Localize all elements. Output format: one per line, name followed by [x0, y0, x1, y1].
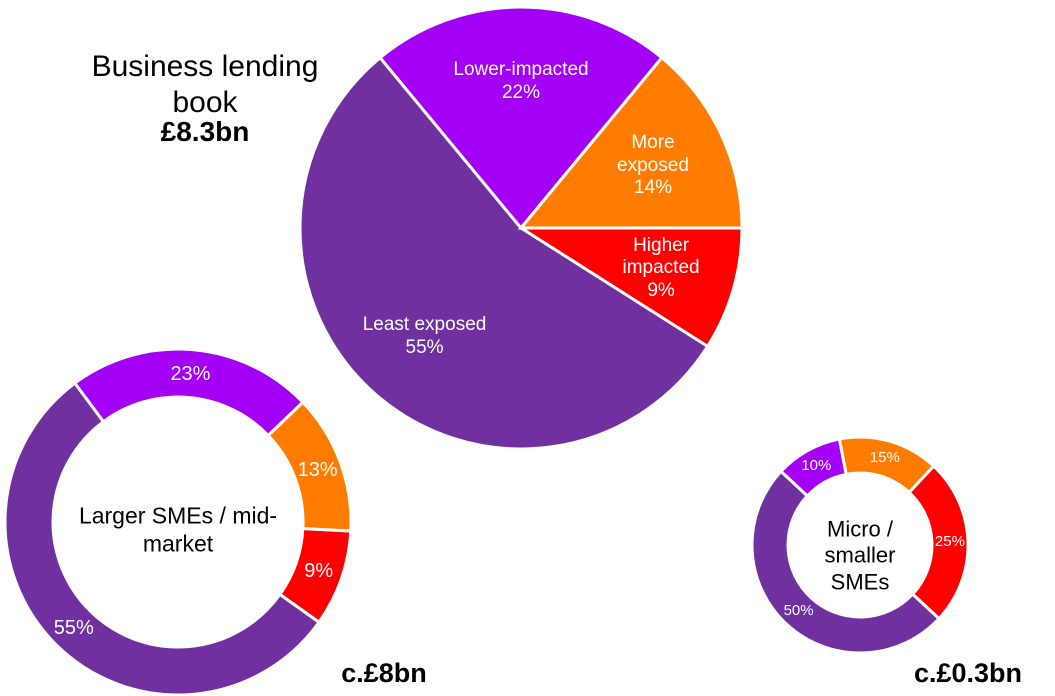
slice-label: More exposed 14%: [608, 132, 698, 200]
slice: [3, 381, 322, 696]
slice: [837, 435, 936, 495]
value-label: 55%: [53, 617, 94, 640]
total-label: £8.3bn: [160, 116, 250, 148]
total-label: c.£8bn: [341, 657, 427, 688]
value-label: 14%: [633, 177, 672, 199]
value-label: 13%: [297, 459, 338, 482]
slice-label: Higher impacted 9%: [616, 234, 706, 302]
category-label: Higher impacted: [622, 234, 700, 279]
slice: [266, 400, 353, 533]
value-label: 15%: [869, 449, 900, 467]
category-label: More exposed: [617, 131, 689, 176]
slice: [515, 226, 744, 349]
value-label: 55%: [405, 337, 444, 359]
value-label: 9%: [304, 560, 334, 582]
chart-title: Business lending book: [91, 50, 319, 119]
value-label: 10%: [801, 457, 832, 475]
value-label: 25%: [934, 532, 965, 550]
value-label: 23%: [170, 362, 211, 385]
category-label: Least exposed: [362, 314, 487, 336]
value-label: 50%: [783, 601, 814, 619]
value-label: 9%: [647, 280, 675, 302]
chart-title: Larger SMEs / mid-market: [78, 502, 278, 556]
chart-title: Micro / smaller SMEs: [824, 516, 896, 595]
slice-label: Least exposed 55%: [325, 315, 525, 361]
slice: [750, 469, 942, 655]
slice-label: Lower-impacted 22%: [421, 59, 621, 105]
slice: [378, 5, 664, 231]
category-label: Lower-impacted: [453, 59, 589, 81]
slice: [298, 55, 710, 451]
slice: [517, 55, 744, 230]
value-label: 22%: [501, 82, 541, 104]
total-label: c.£0.3bn: [913, 657, 1023, 688]
